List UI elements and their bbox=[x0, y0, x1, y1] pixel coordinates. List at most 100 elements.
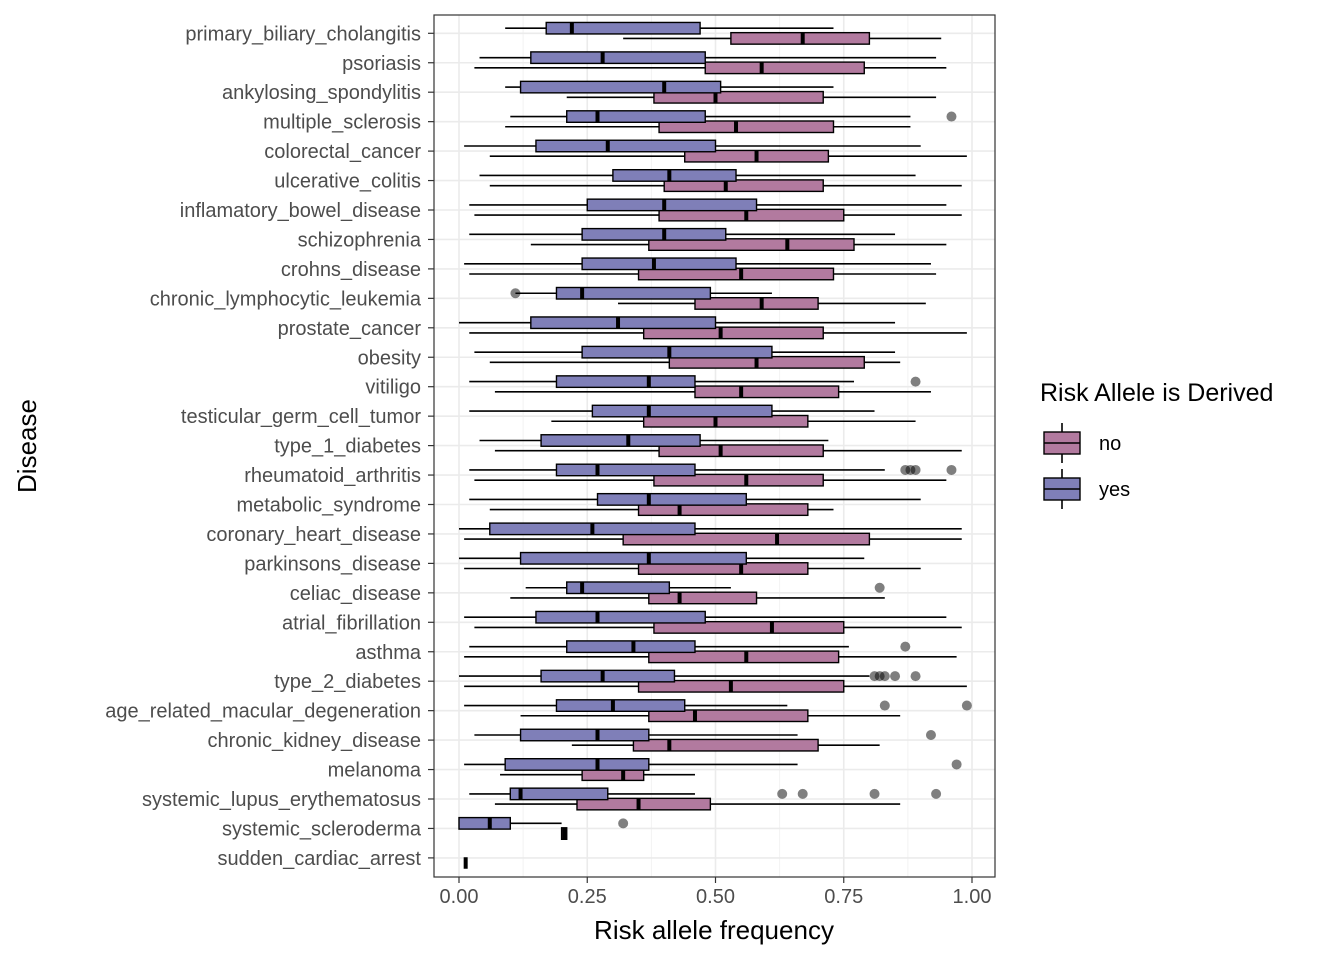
box-yes bbox=[474, 728, 936, 742]
outlier-point bbox=[961, 700, 972, 711]
box-no bbox=[494, 444, 962, 458]
box-no bbox=[469, 267, 937, 281]
box-no bbox=[560, 827, 568, 840]
box-yes bbox=[510, 110, 957, 124]
outlier-point bbox=[931, 788, 942, 799]
box-iqr bbox=[540, 434, 701, 447]
box-iqr bbox=[658, 444, 824, 458]
box-no bbox=[464, 532, 962, 546]
box-iqr bbox=[566, 581, 671, 595]
y-tick-label: parkinsons_disease bbox=[244, 553, 421, 575]
box-iqr bbox=[581, 257, 737, 271]
y-tick-label: type_1_diabetes bbox=[274, 436, 421, 458]
box-yes bbox=[474, 345, 896, 359]
legend: Risk Allele is Derived no yes bbox=[1040, 379, 1273, 509]
box-yes bbox=[464, 758, 962, 771]
box-no bbox=[489, 149, 967, 163]
box-yes bbox=[469, 787, 942, 801]
box-yes bbox=[469, 375, 921, 389]
box-iqr bbox=[530, 316, 717, 330]
y-tick-label: metabolic_syndrome bbox=[236, 495, 421, 517]
box-iqr bbox=[535, 139, 717, 153]
box-iqr bbox=[540, 669, 676, 683]
y-tick-label: systemic_lupus_erythematosus bbox=[142, 789, 421, 811]
y-tick-label: obesity bbox=[358, 347, 421, 369]
y-tick-label: atrial_fibrillation bbox=[282, 612, 421, 634]
box-no bbox=[494, 385, 931, 399]
box-yes bbox=[458, 816, 629, 830]
boxes bbox=[458, 21, 972, 869]
box-iqr bbox=[555, 463, 696, 477]
y-tick-label: systemic_scleroderma bbox=[222, 818, 422, 840]
box-no bbox=[474, 620, 962, 634]
box-no bbox=[510, 591, 885, 605]
y-tick-label: rheumatoid_arthritis bbox=[244, 465, 421, 487]
legend-items: no yes bbox=[1043, 423, 1130, 509]
outlier-point bbox=[910, 464, 921, 475]
box-iqr bbox=[648, 591, 758, 605]
box-yes bbox=[459, 669, 921, 683]
box-iqr bbox=[576, 797, 712, 811]
box-iqr bbox=[555, 699, 686, 712]
outlier-point bbox=[910, 376, 921, 387]
box-yes bbox=[469, 463, 957, 477]
box-no bbox=[623, 31, 942, 45]
box-yes bbox=[459, 522, 962, 536]
box-yes bbox=[469, 492, 921, 506]
y-axis: primary_biliary_cholangitis psoriasis anky… bbox=[105, 23, 434, 870]
y-tick-label: prostate_cancer bbox=[278, 318, 422, 340]
box-iqr bbox=[730, 31, 871, 45]
box-no bbox=[464, 650, 957, 664]
box-iqr bbox=[519, 551, 747, 565]
box-yes bbox=[464, 610, 947, 624]
outlier-point bbox=[910, 671, 921, 682]
box-iqr bbox=[586, 198, 758, 212]
outlier-point bbox=[797, 788, 808, 799]
box-iqr bbox=[566, 640, 696, 654]
outlier-point bbox=[946, 464, 957, 475]
legend-item-yes: yes bbox=[1043, 469, 1130, 509]
box-iqr bbox=[555, 286, 712, 300]
x-tick-label: 0.50 bbox=[696, 886, 735, 908]
box-iqr bbox=[545, 21, 701, 35]
box-iqr bbox=[622, 532, 871, 546]
box-no bbox=[571, 738, 880, 752]
outlier-point bbox=[777, 788, 788, 799]
box-yes bbox=[479, 51, 937, 65]
box-iqr bbox=[642, 326, 824, 340]
outlier-point bbox=[900, 641, 911, 652]
x-tick-label: 0.25 bbox=[568, 886, 607, 908]
box-iqr bbox=[581, 345, 773, 359]
box-yes bbox=[469, 640, 911, 654]
y-tick-label: psoriasis bbox=[342, 53, 421, 75]
legend-title: Risk Allele is Derived bbox=[1040, 379, 1273, 407]
box-yes bbox=[479, 434, 829, 447]
box-iqr bbox=[519, 80, 722, 94]
box-yes bbox=[505, 21, 834, 35]
box-yes bbox=[464, 699, 972, 712]
y-tick-label: ankylosing_spondylitis bbox=[222, 82, 421, 104]
y-tick-label: ulcerative_colitis bbox=[274, 171, 421, 193]
legend-label: no bbox=[1099, 433, 1121, 455]
outlier-point bbox=[874, 582, 885, 593]
box-yes bbox=[464, 139, 921, 153]
legend-item-no: no bbox=[1043, 423, 1121, 463]
box-iqr bbox=[653, 90, 824, 104]
x-tick-label: 1.00 bbox=[953, 886, 992, 908]
y-tick-label: crohns_disease bbox=[281, 259, 421, 281]
y-tick-label: vitiligo bbox=[365, 377, 421, 399]
box-iqr bbox=[694, 297, 819, 310]
box-iqr bbox=[637, 679, 845, 693]
y-tick-label: celiac_disease bbox=[290, 583, 421, 605]
box-yes bbox=[464, 257, 931, 271]
y-tick-label: melanoma bbox=[328, 760, 422, 782]
box-iqr bbox=[648, 650, 840, 664]
box-no bbox=[530, 238, 947, 252]
y-tick-label: age_related_macular_degeneration bbox=[105, 701, 421, 723]
x-axis-title: Risk allele frequency bbox=[594, 915, 834, 945]
box-iqr bbox=[566, 110, 706, 124]
box-iqr bbox=[704, 61, 865, 75]
box-yes bbox=[469, 404, 875, 418]
box-iqr bbox=[694, 385, 840, 399]
